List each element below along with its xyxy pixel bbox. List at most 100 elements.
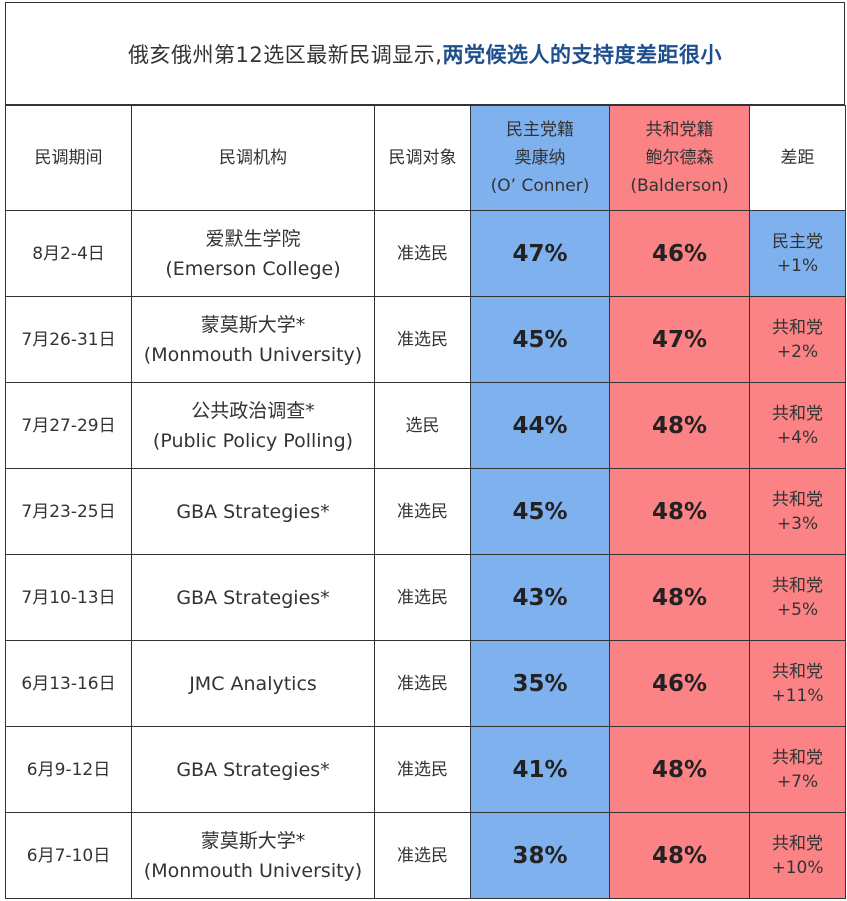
- header-dem-name: 奥康纳: [514, 148, 566, 168]
- table-row: 6月7-10日 蒙莫斯大学* (Monmouth University) 准选民 38%…: [5, 812, 846, 899]
- figure-title: 俄亥俄州第12选区最新民调显示, 两党候选人的支持度差距很小: [5, 2, 845, 105]
- poll-org-name: JMC Analytics: [189, 672, 317, 695]
- margin-party: 共和党: [772, 317, 823, 338]
- margin-party: 共和党: [772, 747, 823, 768]
- margin-cell: 共和党 +7%: [749, 726, 846, 813]
- margin-cell: 共和党 +3%: [749, 468, 846, 555]
- margin-value: +3%: [776, 513, 819, 534]
- poll-period-cell: 6月7-10日: [5, 812, 132, 899]
- poll-org-cell: 爱默生学院 (Emerson College): [131, 210, 375, 297]
- poll-org-cell: GBA Strategies*: [131, 554, 375, 641]
- poll-org-name-en: (Monmouth University): [143, 859, 363, 882]
- margin-party: 民主党: [772, 231, 823, 252]
- table-row: 7月26-31日 蒙莫斯大学* (Monmouth University) 准选民 45…: [5, 296, 846, 383]
- margin-value: +1%: [776, 255, 819, 276]
- rep-percent-cell: 48%: [609, 726, 750, 813]
- margin-value: +7%: [776, 771, 819, 792]
- poll-target-cell: 准选民: [374, 812, 471, 899]
- poll-org-name-en: (Public Policy Polling): [152, 429, 354, 452]
- poll-period-cell: 7月26-31日: [5, 296, 132, 383]
- poll-org-cell: 公共政治调查* (Public Policy Polling): [131, 382, 375, 469]
- margin-cell: 共和党 +10%: [749, 812, 846, 899]
- rep-percent-cell: 46%: [609, 210, 750, 297]
- header-row: 民调期间 民调机构 民调对象 民主党籍 奥康纳 (O’ Conner) 共和党籍…: [5, 105, 846, 211]
- dem-percent-cell: 43%: [470, 554, 610, 641]
- margin-value: +11%: [771, 685, 824, 706]
- poll-table-figure: 俄亥俄州第12选区最新民调显示, 两党候选人的支持度差距很小 民调期间 民调机构 …: [5, 2, 846, 899]
- header-dem-party: 民主党籍: [506, 120, 574, 140]
- poll-target-cell: 选民: [374, 382, 471, 469]
- dem-percent-cell: 44%: [470, 382, 610, 469]
- header-period: 民调期间: [5, 105, 132, 211]
- poll-period-cell: 7月10-13日: [5, 554, 132, 641]
- table-row: 7月10-13日 GBA Strategies* 准选民 43% 48% 共和党 +5%: [5, 554, 846, 641]
- rep-percent-cell: 46%: [609, 640, 750, 727]
- margin-cell: 民主党 +1%: [749, 210, 846, 297]
- header-rep-name: 鲍尔德森: [645, 148, 714, 168]
- margin-value: +4%: [776, 427, 819, 448]
- poll-period-cell: 8月2-4日: [5, 210, 132, 297]
- poll-org-cell: 蒙莫斯大学* (Monmouth University): [131, 296, 375, 383]
- dem-percent-cell: 41%: [470, 726, 610, 813]
- table-row: 7月27-29日 公共政治调查* (Public Policy Polling) 选民…: [5, 382, 846, 469]
- title-main: 俄亥俄州第12选区最新民调显示,: [128, 42, 443, 67]
- table-row: 6月13-16日 JMC Analytics 准选民 35% 46% 共和党 +11%: [5, 640, 846, 727]
- poll-org-name: 公共政治调查*: [191, 399, 315, 422]
- poll-target-cell: 准选民: [374, 296, 471, 383]
- rep-percent-cell: 48%: [609, 554, 750, 641]
- poll-org-name-en: (Emerson College): [165, 257, 341, 280]
- header-target: 民调对象: [374, 105, 471, 211]
- poll-org-cell: 蒙莫斯大学* (Monmouth University): [131, 812, 375, 899]
- margin-value: +10%: [771, 857, 824, 878]
- poll-target-cell: 准选民: [374, 554, 471, 641]
- poll-table: 民调期间 民调机构 民调对象 民主党籍 奥康纳 (O’ Conner) 共和党籍…: [5, 105, 846, 899]
- poll-org-cell: JMC Analytics: [131, 640, 375, 727]
- margin-cell: 共和党 +4%: [749, 382, 846, 469]
- header-diff: 差距: [749, 105, 846, 211]
- poll-period-cell: 6月9-12日: [5, 726, 132, 813]
- margin-party: 共和党: [772, 833, 823, 854]
- dem-percent-cell: 45%: [470, 296, 610, 383]
- header-dem: 民主党籍 奥康纳 (O’ Conner): [470, 105, 610, 211]
- poll-period-cell: 7月27-29日: [5, 382, 132, 469]
- title-emphasis: 两党候选人的支持度差距很小: [442, 42, 722, 67]
- margin-party: 共和党: [772, 661, 823, 682]
- header-rep-party: 共和党籍: [645, 120, 714, 140]
- rep-percent-cell: 47%: [609, 296, 750, 383]
- poll-table-body: 8月2-4日 爱默生学院 (Emerson College) 准选民 47% 46% 民主党…: [5, 210, 846, 899]
- poll-org-name-en: (Monmouth University): [143, 343, 363, 366]
- margin-party: 共和党: [772, 489, 823, 510]
- poll-org-cell: GBA Strategies*: [131, 726, 375, 813]
- margin-party: 共和党: [772, 575, 823, 596]
- poll-period-cell: 7月23-25日: [5, 468, 132, 555]
- margin-cell: 共和党 +2%: [749, 296, 846, 383]
- margin-value: +2%: [776, 341, 819, 362]
- poll-period-cell: 6月13-16日: [5, 640, 132, 727]
- poll-org-name: 爱默生学院: [205, 227, 301, 250]
- poll-org-name: 蒙莫斯大学*: [200, 829, 306, 852]
- poll-target-cell: 准选民: [374, 210, 471, 297]
- table-row: 7月23-25日 GBA Strategies* 准选民 45% 48% 共和党 +3%: [5, 468, 846, 555]
- poll-org-name: GBA Strategies*: [176, 586, 330, 609]
- poll-org-name: GBA Strategies*: [176, 500, 330, 523]
- dem-percent-cell: 35%: [470, 640, 610, 727]
- margin-cell: 共和党 +5%: [749, 554, 846, 641]
- poll-org-name: GBA Strategies*: [176, 758, 330, 781]
- margin-value: +5%: [776, 599, 819, 620]
- poll-target-cell: 准选民: [374, 468, 471, 555]
- header-org: 民调机构: [131, 105, 375, 211]
- poll-org-cell: GBA Strategies*: [131, 468, 375, 555]
- rep-percent-cell: 48%: [609, 382, 750, 469]
- dem-percent-cell: 45%: [470, 468, 610, 555]
- dem-percent-cell: 47%: [470, 210, 610, 297]
- poll-target-cell: 准选民: [374, 726, 471, 813]
- table-row: 6月9-12日 GBA Strategies* 准选民 41% 48% 共和党 +7%: [5, 726, 846, 813]
- margin-party: 共和党: [772, 403, 823, 424]
- margin-cell: 共和党 +11%: [749, 640, 846, 727]
- poll-org-name: 蒙莫斯大学*: [200, 313, 306, 336]
- dem-percent-cell: 38%: [470, 812, 610, 899]
- table-row: 8月2-4日 爱默生学院 (Emerson College) 准选民 47% 46% 民主党…: [5, 210, 846, 297]
- rep-percent-cell: 48%: [609, 468, 750, 555]
- header-rep-name-en: (Balderson): [630, 176, 729, 196]
- poll-target-cell: 准选民: [374, 640, 471, 727]
